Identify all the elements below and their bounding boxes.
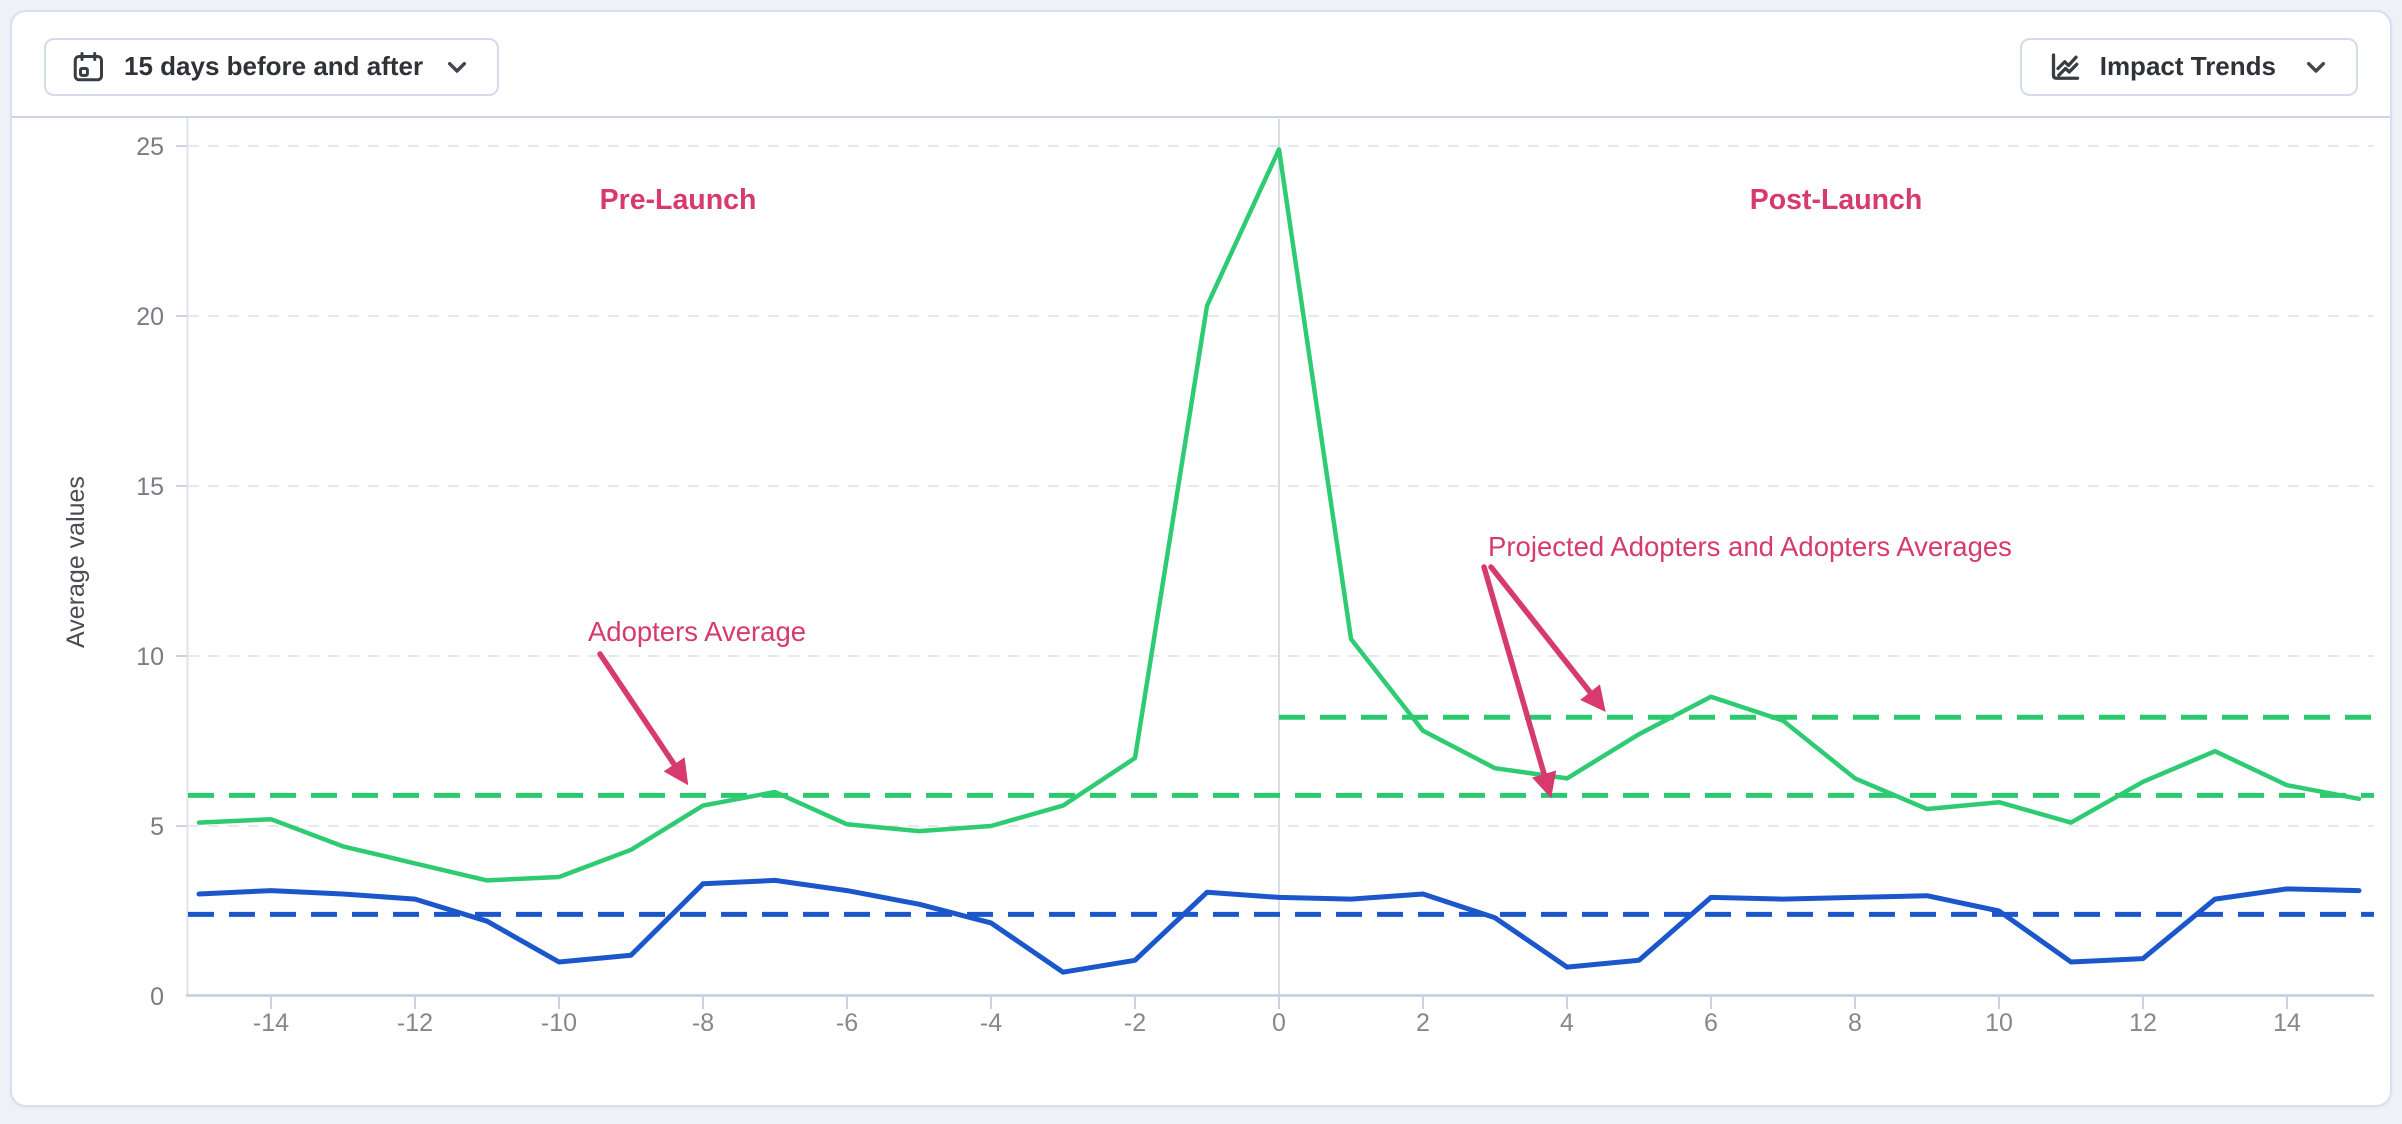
x-tick-label: 2 xyxy=(1416,1009,1430,1037)
annotation-arrow xyxy=(1488,564,1606,712)
y-axis-title: Average values xyxy=(62,476,90,648)
x-tick-label: 6 xyxy=(1704,1009,1718,1037)
impact-trends-label: Impact Trends xyxy=(2099,50,2276,81)
x-tick-label: -12 xyxy=(397,1009,433,1037)
date-range-button[interactable]: 15 days before and after xyxy=(44,38,499,96)
x-tick-label: 4 xyxy=(1560,1009,1574,1037)
y-tick-label: 15 xyxy=(136,473,164,501)
date-range-label: 15 days before and after xyxy=(124,50,424,81)
projected-adopters-annotation: Projected Adopters and Adopters Averages xyxy=(1488,531,2012,562)
chevron-down-icon xyxy=(448,61,467,73)
annotation-arrow xyxy=(597,651,689,786)
annotation-arrow xyxy=(1481,564,1557,799)
x-tick-label: -4 xyxy=(980,1009,1002,1037)
x-tick-label: -2 xyxy=(1124,1009,1146,1037)
pre-launch-label: Pre-Launch xyxy=(600,184,757,216)
header: 15 days before and after Impact Trends xyxy=(12,12,2390,118)
adopters-average-annotation: Adopters Average xyxy=(588,616,806,647)
x-tick-label: 0 xyxy=(1272,1009,1286,1037)
calendar-icon xyxy=(73,52,103,82)
x-tick-label: 14 xyxy=(2273,1009,2301,1037)
y-tick-label: 10 xyxy=(136,643,164,671)
x-tick-label: 8 xyxy=(1848,1009,1862,1037)
chevron-down-icon xyxy=(2306,61,2326,73)
post-launch-label: Post-Launch xyxy=(1750,184,1923,216)
y-tick-label: 25 xyxy=(136,133,164,161)
series-line-projected-adopters xyxy=(196,877,2362,975)
trend-chart-icon xyxy=(2051,53,2079,80)
chart-panel-card: 15 days before and after Impact Trends xyxy=(10,10,2392,1107)
y-tick-label: 20 xyxy=(136,303,164,331)
x-tick-label: -10 xyxy=(541,1009,577,1037)
x-tick-label: 10 xyxy=(1985,1009,2013,1037)
x-tick-label: -14 xyxy=(253,1009,289,1037)
y-tick-label: 0 xyxy=(150,983,164,1011)
impact-trends-button[interactable]: Impact Trends xyxy=(2019,38,2358,96)
x-tick-label: -6 xyxy=(836,1009,858,1037)
y-tick-label: 5 xyxy=(150,813,164,841)
x-tick-label: -8 xyxy=(692,1009,714,1037)
series-line-adopters xyxy=(196,147,2362,883)
x-tick-label: 12 xyxy=(2129,1009,2157,1037)
